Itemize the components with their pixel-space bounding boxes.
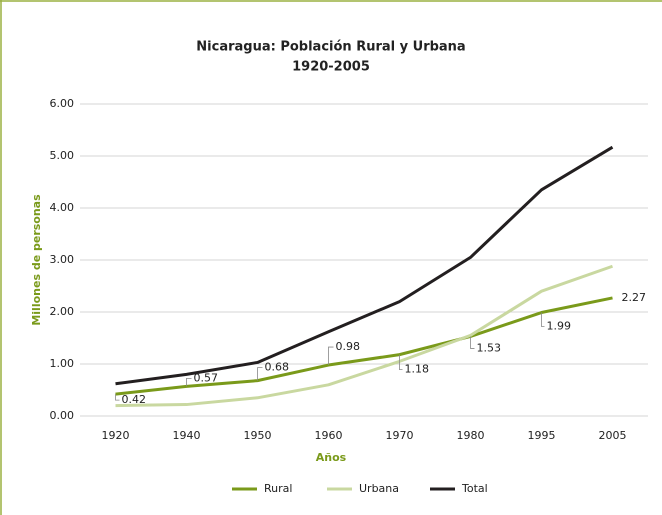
label-callout <box>541 312 545 327</box>
label-callout <box>399 354 403 371</box>
legend-label: Rural <box>264 482 292 495</box>
label-callout <box>115 394 120 401</box>
y-tick-label: 2.00 <box>50 305 75 318</box>
label-callout <box>257 367 263 381</box>
x-tick-label: 1995 <box>528 429 556 442</box>
data-label: 0.98 <box>336 340 361 353</box>
y-tick-label: 1.00 <box>50 357 75 370</box>
chart-subtitle: 1920-2005 <box>292 60 370 75</box>
data-label: 0.42 <box>122 393 147 406</box>
x-tick-label: 1960 <box>315 429 343 442</box>
data-label: 1.53 <box>477 341 502 354</box>
x-axis-title: Años <box>316 451 347 464</box>
y-axis-title: Millones de personas <box>30 194 43 326</box>
data-label: 1.18 <box>405 363 430 376</box>
y-tick-label: 3.00 <box>50 253 75 266</box>
data-label: 2.27 <box>622 291 647 304</box>
data-label: 0.68 <box>265 361 290 374</box>
label-callout <box>186 377 192 387</box>
legend-label: Urbana <box>359 482 399 495</box>
x-tick-label: 1970 <box>386 429 414 442</box>
label-callout <box>328 346 334 366</box>
y-tick-label: 4.00 <box>50 201 75 214</box>
x-tick-label: 1940 <box>173 429 201 442</box>
label-callout <box>470 336 475 349</box>
data-label: 1.99 <box>547 320 572 333</box>
y-tick-label: 5.00 <box>50 149 75 162</box>
chart-title: Nicaragua: Población Rural y Urbana <box>196 40 465 55</box>
y-tick-label: 6.00 <box>50 97 75 110</box>
y-tick-label: 0.00 <box>50 409 75 422</box>
x-tick-label: 2005 <box>599 429 627 442</box>
x-tick-label: 1920 <box>102 429 130 442</box>
x-tick-label: 1950 <box>244 429 272 442</box>
series-line <box>115 145 614 386</box>
legend-label: Total <box>461 482 488 495</box>
series-line <box>115 296 613 396</box>
data-label: 0.57 <box>194 371 219 384</box>
x-tick-label: 1980 <box>457 429 485 442</box>
series-line <box>115 264 613 408</box>
